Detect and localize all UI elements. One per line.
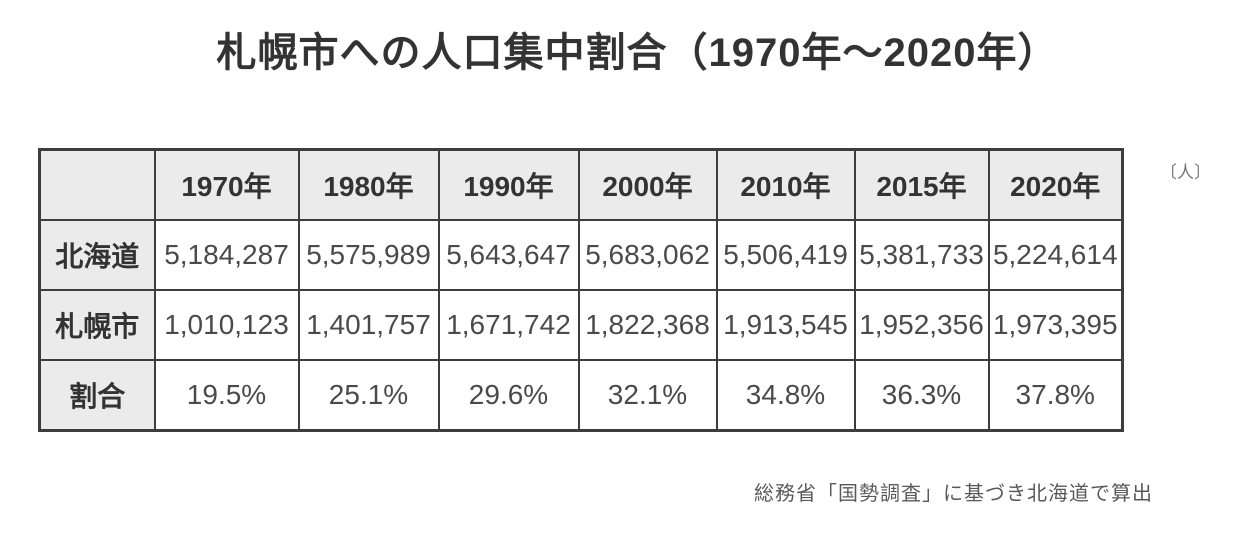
table-cell: 5,506,419 (715, 219, 856, 291)
column-header-2000: 2000年 (577, 148, 718, 221)
table-cell: 1,973,395 (987, 289, 1124, 361)
table-cell: 1,010,123 (153, 289, 300, 361)
row-header-hokkaido: 北海道 (38, 219, 156, 291)
population-table: 1970年 1980年 1990年 2000年 2010年 2015年 2020… (38, 148, 1124, 432)
column-header-1990: 1990年 (437, 148, 580, 221)
table-cell: 5,683,062 (577, 219, 718, 291)
table-cell: 1,913,545 (715, 289, 856, 361)
row-header-sapporo: 札幌市 (38, 289, 156, 361)
table-cell: 5,381,733 (853, 219, 990, 291)
table-cell: 5,184,287 (153, 219, 300, 291)
unit-label: 〔人〕 (1160, 163, 1211, 182)
column-header-2010: 2010年 (715, 148, 856, 221)
page-title: 札幌市への人口集中割合（1970年〜2020年） (216, 31, 1059, 75)
table-cell: 29.6% (437, 359, 580, 432)
table-cell: 1,671,742 (437, 289, 580, 361)
table-cell: 36.3% (853, 359, 990, 432)
table-cell: 1,952,356 (853, 289, 990, 361)
table-cell: 5,575,989 (297, 219, 440, 291)
source-note: 総務省「国勢調査」に基づき北海道で算出 (754, 483, 1153, 505)
corner-cell (38, 148, 156, 221)
table-cell: 5,643,647 (437, 219, 580, 291)
table-cell: 1,401,757 (297, 289, 440, 361)
column-header-2015: 2015年 (853, 148, 990, 221)
table-row-sapporo: 札幌市 1,010,123 1,401,757 1,671,742 1,822,… (38, 289, 1124, 361)
table-cell: 19.5% (153, 359, 300, 432)
table-row-ratio: 割合 19.5% 25.1% 29.6% 32.1% 34.8% 36.3% 3… (38, 359, 1124, 432)
table-cell: 34.8% (715, 359, 856, 432)
table-cell: 25.1% (297, 359, 440, 432)
table-cell: 32.1% (577, 359, 718, 432)
row-header-ratio: 割合 (38, 359, 156, 432)
table-cell: 37.8% (987, 359, 1124, 432)
header-row: 1970年 1980年 1990年 2000年 2010年 2015年 2020… (38, 148, 1124, 221)
column-header-1980: 1980年 (297, 148, 440, 221)
table-cell: 1,822,368 (577, 289, 718, 361)
table-cell: 5,224,614 (987, 219, 1124, 291)
column-header-1970: 1970年 (153, 148, 300, 221)
table-row-hokkaido: 北海道 5,184,287 5,575,989 5,643,647 5,683,… (38, 219, 1124, 291)
column-header-2020: 2020年 (987, 148, 1124, 221)
population-table-container: 1970年 1980年 1990年 2000年 2010年 2015年 2020… (38, 148, 1124, 432)
